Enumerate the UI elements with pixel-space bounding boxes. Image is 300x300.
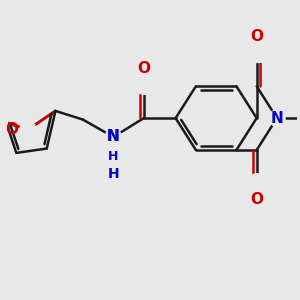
Text: N: N <box>107 130 120 145</box>
Text: H: H <box>108 150 118 163</box>
Circle shape <box>20 122 36 138</box>
Text: N: N <box>107 130 120 145</box>
Circle shape <box>105 129 122 145</box>
Circle shape <box>249 46 265 62</box>
Text: H: H <box>107 167 119 182</box>
Text: N: N <box>271 111 283 126</box>
Text: O: O <box>137 61 150 76</box>
Text: O: O <box>250 192 263 207</box>
Text: O: O <box>5 122 18 137</box>
Circle shape <box>269 110 285 126</box>
Circle shape <box>136 78 152 94</box>
Text: O: O <box>250 29 263 44</box>
Circle shape <box>249 174 265 190</box>
